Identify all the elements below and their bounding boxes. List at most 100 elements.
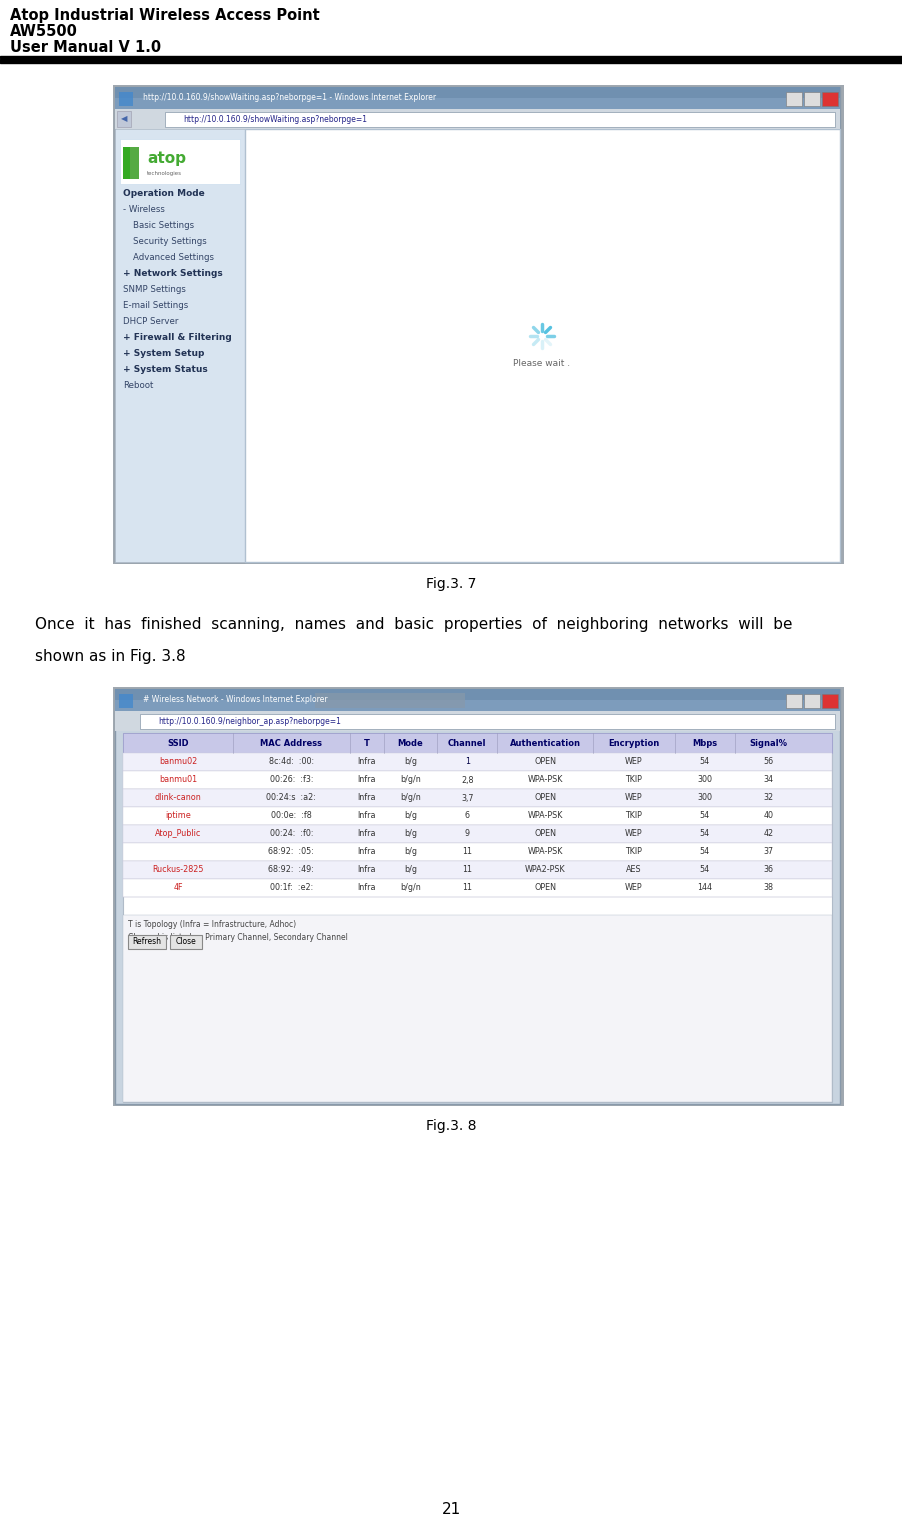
Text: b/g/n: b/g/n	[400, 776, 420, 785]
Text: http://10.0.160.9/neighbor_ap.asp?neborpge=1: http://10.0.160.9/neighbor_ap.asp?neborp…	[158, 716, 340, 725]
Bar	[165, 111, 834, 127]
Text: + Firewall & Filtering: + Firewall & Filtering	[123, 333, 232, 342]
Text: 144: 144	[696, 884, 712, 892]
Text: Please wait .: Please wait .	[513, 359, 570, 368]
Text: Channel is listed as Primary Channel, Secondary Channel: Channel is listed as Primary Channel, Se…	[128, 933, 347, 942]
Text: b/g/n: b/g/n	[400, 884, 420, 892]
Text: + Network Settings: + Network Settings	[123, 269, 223, 278]
Text: 38: 38	[763, 884, 773, 892]
Text: Atop_Public: Atop_Public	[154, 829, 201, 838]
Bar	[821, 92, 837, 105]
Bar	[115, 689, 839, 712]
Bar	[123, 733, 831, 753]
Bar	[123, 880, 831, 896]
Bar	[0, 60, 902, 63]
Text: 68:92:  :49:: 68:92: :49:	[268, 866, 314, 875]
Text: 11: 11	[462, 847, 472, 857]
Bar	[119, 693, 133, 709]
Text: Refresh: Refresh	[133, 938, 161, 947]
Bar	[128, 935, 166, 948]
Text: Infra: Infra	[357, 757, 376, 767]
Text: TKIP: TKIP	[625, 847, 641, 857]
Text: WEP: WEP	[624, 794, 642, 803]
Text: Channel: Channel	[447, 739, 486, 748]
Text: Atop Industrial Wireless Access Point: Atop Industrial Wireless Access Point	[10, 8, 319, 23]
Text: 56: 56	[762, 757, 773, 767]
Text: 6: 6	[465, 811, 469, 820]
Text: E-mail Settings: E-mail Settings	[123, 301, 188, 310]
Bar	[785, 693, 801, 709]
Bar	[123, 771, 831, 789]
Text: T is Topology (Infra = Infrastructure, Adhoc): T is Topology (Infra = Infrastructure, A…	[128, 919, 296, 928]
Text: - Wireless: - Wireless	[123, 205, 165, 214]
Text: banmu01: banmu01	[159, 776, 197, 785]
Text: banmu02: banmu02	[159, 757, 197, 767]
Text: 54: 54	[699, 866, 709, 875]
Text: 8c:4d:  :00:: 8c:4d: :00:	[269, 757, 314, 767]
Text: 37: 37	[762, 847, 773, 857]
Text: 4F: 4F	[173, 884, 182, 892]
Text: 32: 32	[762, 794, 773, 803]
Text: OPEN: OPEN	[534, 757, 556, 767]
Text: 1: 1	[465, 757, 469, 767]
Text: 2,8: 2,8	[460, 776, 473, 785]
Text: 54: 54	[699, 757, 709, 767]
Text: User Manual V 1.0: User Manual V 1.0	[10, 40, 161, 55]
Text: 11: 11	[462, 866, 472, 875]
Text: Signal%: Signal%	[749, 739, 787, 748]
Text: Operation Mode: Operation Mode	[123, 189, 205, 199]
Text: MAC Address: MAC Address	[260, 739, 322, 748]
Bar	[785, 92, 801, 105]
Text: 00:24:s  :a2:: 00:24:s :a2:	[266, 794, 316, 803]
Text: 36: 36	[763, 866, 773, 875]
Text: SNMP Settings: SNMP Settings	[123, 286, 186, 295]
Text: WPA-PSK: WPA-PSK	[527, 811, 562, 820]
Bar	[123, 789, 831, 806]
Bar	[170, 935, 202, 948]
Text: DHCP Server: DHCP Server	[123, 318, 179, 325]
Text: Fig.3. 8: Fig.3. 8	[426, 1119, 476, 1133]
Bar	[821, 693, 837, 709]
Bar	[123, 147, 130, 179]
Bar	[0, 55, 902, 58]
Text: WEP: WEP	[624, 829, 642, 838]
Text: Infra: Infra	[357, 884, 376, 892]
Text: # Wireless Network - Windows Internet Explorer: # Wireless Network - Windows Internet Ex…	[143, 695, 327, 704]
Text: b/g: b/g	[403, 847, 417, 857]
Bar	[315, 693, 465, 709]
Text: AW5500: AW5500	[10, 24, 78, 40]
Bar	[140, 715, 834, 728]
Bar	[115, 98, 839, 108]
Text: WPA2-PSK: WPA2-PSK	[524, 866, 565, 875]
Text: http://10.0.160.9/showWaiting.asp?neborpge=1 - Windows Internet Explorer: http://10.0.160.9/showWaiting.asp?neborp…	[143, 93, 436, 102]
Text: Authentication: Authentication	[509, 739, 580, 748]
Bar	[119, 92, 133, 105]
Bar	[123, 806, 831, 825]
Text: b/g/n: b/g/n	[400, 794, 420, 803]
Bar	[115, 128, 244, 562]
Bar	[115, 689, 839, 1104]
Bar	[123, 825, 831, 843]
Text: AES: AES	[625, 866, 641, 875]
Bar	[115, 87, 839, 562]
Text: Mode: Mode	[397, 739, 423, 748]
Bar	[120, 139, 240, 183]
Text: dlink-canon: dlink-canon	[154, 794, 201, 803]
Text: technologies: technologies	[147, 171, 182, 177]
Bar	[115, 699, 839, 712]
Text: Infra: Infra	[357, 776, 376, 785]
Text: Infra: Infra	[357, 829, 376, 838]
Text: 54: 54	[699, 847, 709, 857]
Text: ◀: ◀	[121, 115, 127, 124]
Bar	[123, 147, 139, 179]
Text: 00:1f:  :e2:: 00:1f: :e2:	[270, 884, 313, 892]
Text: OPEN: OPEN	[534, 884, 556, 892]
Text: Infra: Infra	[357, 811, 376, 820]
Text: 54: 54	[699, 811, 709, 820]
Text: + System Status: + System Status	[123, 365, 207, 374]
Bar	[115, 108, 839, 128]
Bar	[123, 861, 831, 880]
Text: TKIP: TKIP	[625, 776, 641, 785]
Text: WEP: WEP	[624, 884, 642, 892]
Text: Security Settings: Security Settings	[133, 237, 207, 246]
